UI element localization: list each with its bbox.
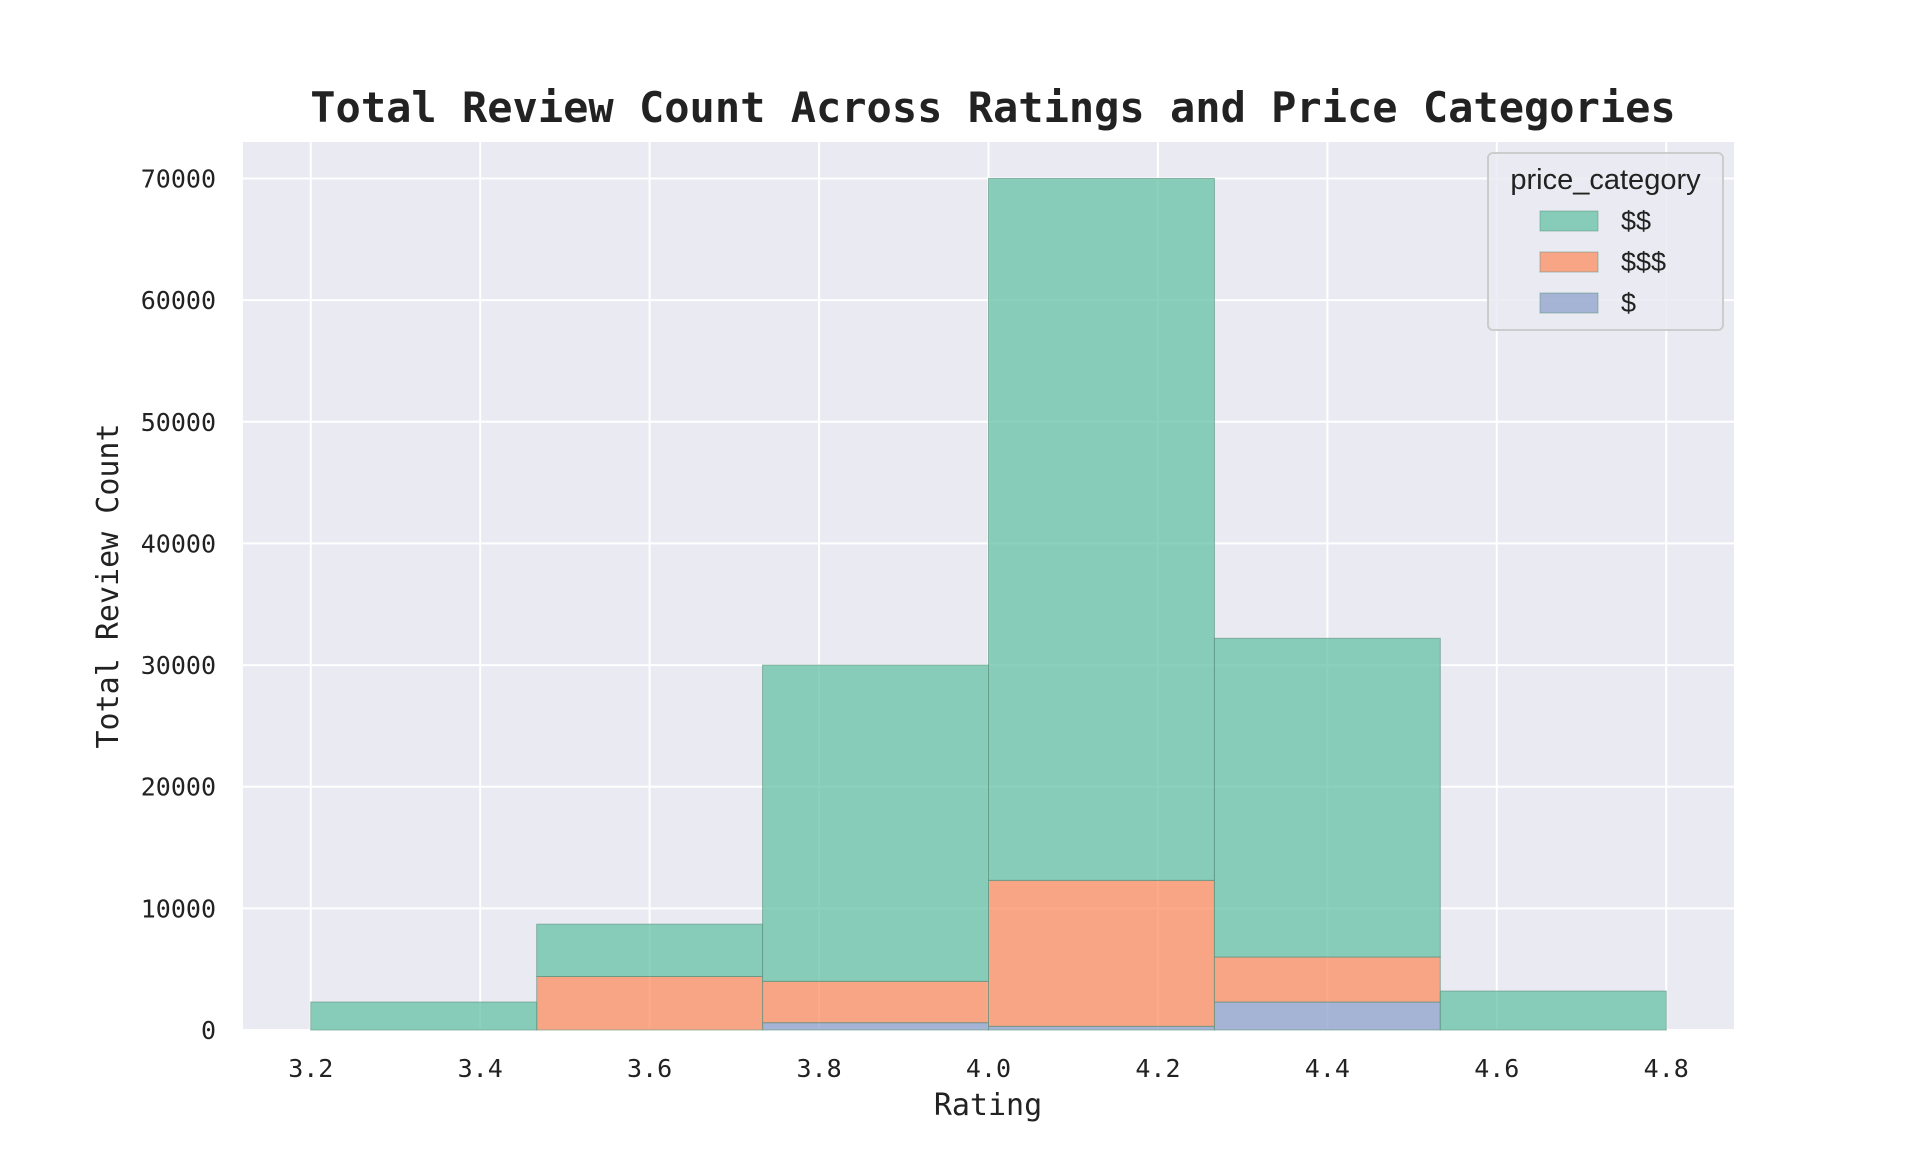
y-tick-label: 0 — [201, 1016, 216, 1045]
y-axis-label: Total Review Count — [91, 423, 126, 748]
x-tick-label: 4.4 — [1305, 1054, 1350, 1083]
legend-entry: $$$ — [1621, 247, 1666, 277]
chart-title: Total Review Count Across Ratings and Pr… — [310, 83, 1675, 132]
x-tick-label: 3.6 — [627, 1054, 672, 1083]
x-tick-labels: 3.2 3.4 3.6 3.8 4.0 4.2 4.4 4.6 4.8 — [288, 1054, 1689, 1083]
legend-swatch — [1539, 210, 1599, 232]
bar-dd-bin-4 — [1213, 637, 1441, 958]
x-tick-label: 4.8 — [1644, 1054, 1689, 1083]
x-tick-label: 4.6 — [1474, 1054, 1519, 1083]
y-tick-label: 40000 — [141, 529, 216, 558]
bar-dd-bin-1 — [536, 923, 764, 977]
y-tick-labels: 0 10000 20000 30000 40000 50000 60000 70000 — [141, 164, 216, 1045]
y-tick-label: 50000 — [141, 408, 216, 437]
y-tick-label: 60000 — [141, 286, 216, 315]
bar-ddd-bin-2 — [762, 980, 990, 1024]
x-tick-label: 4.0 — [966, 1054, 1011, 1083]
x-tick-label: 3.8 — [796, 1054, 841, 1083]
bar-d-bin-4 — [1213, 1001, 1441, 1031]
x-axis-label: Rating — [934, 1088, 1042, 1123]
legend: price_category$$$$$$ — [1487, 152, 1724, 331]
y-tick-label: 10000 — [141, 894, 216, 923]
bar-ddd-bin-1 — [536, 975, 764, 1031]
x-tick-label: 3.4 — [458, 1054, 503, 1083]
bar-ddd-bin-3 — [988, 879, 1215, 1027]
legend-swatch — [1539, 251, 1599, 273]
y-tick-label: 70000 — [141, 164, 216, 193]
legend-swatch — [1539, 292, 1599, 314]
bar-ddd-bin-4 — [1213, 956, 1441, 1003]
bar-dd-bin-2 — [762, 664, 990, 982]
x-tick-label: 4.2 — [1135, 1054, 1180, 1083]
bar-dd-bin-0 — [310, 1001, 538, 1031]
y-tick-label: 20000 — [141, 773, 216, 802]
bars — [310, 177, 1667, 1031]
bar-dd-bin-3 — [988, 177, 1215, 881]
legend-entry: $ — [1621, 288, 1636, 318]
x-tick-label: 3.2 — [288, 1054, 333, 1083]
bar-dd-bin-5 — [1439, 990, 1667, 1031]
bar-d-bin-2 — [762, 1022, 990, 1031]
bar-d-bin-3 — [988, 1025, 1215, 1031]
legend-entry: $$ — [1621, 206, 1651, 236]
legend-title: price_category — [1510, 164, 1701, 196]
legend-frame — [1487, 152, 1724, 331]
y-tick-label: 30000 — [141, 651, 216, 680]
